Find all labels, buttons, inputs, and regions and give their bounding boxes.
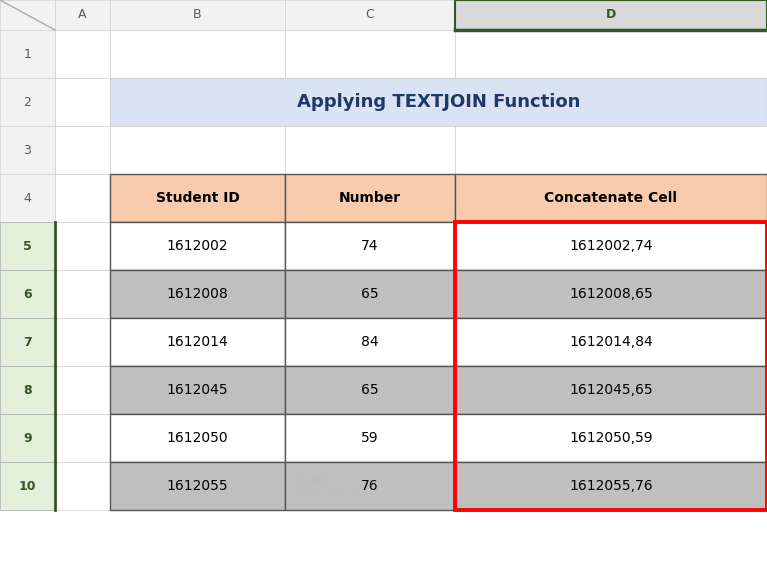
Bar <box>55 174 110 222</box>
Bar <box>55 0 110 30</box>
Bar <box>0 30 55 78</box>
Text: 1612050,59: 1612050,59 <box>569 431 653 445</box>
Bar <box>55 270 110 318</box>
Text: Applying TEXTJOIN Function: Applying TEXTJOIN Function <box>297 93 580 111</box>
Text: 1: 1 <box>24 48 31 61</box>
Bar <box>285 174 455 222</box>
Text: 6: 6 <box>23 288 31 300</box>
Text: Student ID: Student ID <box>156 191 239 205</box>
Text: 1612050: 1612050 <box>166 431 229 445</box>
Text: 4: 4 <box>24 191 31 205</box>
Bar <box>0 318 55 366</box>
Text: 84: 84 <box>361 335 379 349</box>
Bar <box>110 30 285 78</box>
Text: Number: Number <box>339 191 401 205</box>
Text: 9: 9 <box>23 431 31 445</box>
Text: 59: 59 <box>361 431 379 445</box>
Text: 10: 10 <box>18 480 36 493</box>
Bar <box>110 366 285 414</box>
Bar <box>110 414 285 462</box>
Text: 3: 3 <box>24 143 31 156</box>
Bar <box>0 270 55 318</box>
Bar <box>455 366 767 414</box>
Text: 1612008,65: 1612008,65 <box>569 287 653 301</box>
Text: 1612002: 1612002 <box>166 239 229 253</box>
Bar <box>55 222 110 270</box>
Bar <box>110 0 285 30</box>
Text: 65: 65 <box>361 383 379 397</box>
Bar <box>0 414 55 462</box>
Bar <box>455 318 767 366</box>
Bar <box>285 30 455 78</box>
Text: A: A <box>78 9 87 22</box>
Bar <box>55 318 110 366</box>
Bar <box>285 270 455 318</box>
Bar <box>110 78 767 126</box>
Bar <box>110 462 285 510</box>
Bar <box>0 366 55 414</box>
Bar <box>285 0 455 30</box>
Bar <box>0 174 55 222</box>
Text: D: D <box>606 9 616 22</box>
Bar <box>55 414 110 462</box>
Text: C: C <box>366 9 374 22</box>
Bar <box>455 270 767 318</box>
Bar <box>455 222 767 270</box>
Bar <box>55 126 110 174</box>
Bar <box>285 126 455 174</box>
Bar <box>110 222 285 270</box>
Bar <box>285 462 455 510</box>
Text: 1612002,74: 1612002,74 <box>569 239 653 253</box>
Bar <box>455 30 767 78</box>
Bar <box>110 174 285 222</box>
Bar <box>455 126 767 174</box>
Text: 1612014,84: 1612014,84 <box>569 335 653 349</box>
Bar <box>0 126 55 174</box>
Text: 1612045,65: 1612045,65 <box>569 383 653 397</box>
Text: 1612055,76: 1612055,76 <box>569 479 653 493</box>
Bar <box>285 366 455 414</box>
Bar <box>285 222 455 270</box>
Text: 5: 5 <box>23 240 32 253</box>
Text: 1612014: 1612014 <box>166 335 229 349</box>
Text: 8: 8 <box>23 383 31 397</box>
Bar <box>110 270 285 318</box>
Bar <box>455 414 767 462</box>
Bar <box>455 462 767 510</box>
Text: 1612055: 1612055 <box>166 479 229 493</box>
Text: B: B <box>193 9 202 22</box>
Bar <box>55 78 110 126</box>
Bar <box>285 318 455 366</box>
Bar <box>0 0 55 30</box>
Bar <box>455 174 767 222</box>
Bar <box>55 462 110 510</box>
Text: Concatenate Cell: Concatenate Cell <box>545 191 677 205</box>
Bar <box>0 462 55 510</box>
Text: 2: 2 <box>24 96 31 108</box>
Text: 7: 7 <box>23 336 32 348</box>
Bar <box>285 414 455 462</box>
Text: 65: 65 <box>361 287 379 301</box>
Text: 1612008: 1612008 <box>166 287 229 301</box>
Bar <box>455 0 767 30</box>
Text: 1612045: 1612045 <box>166 383 229 397</box>
Text: 74: 74 <box>361 239 379 253</box>
Bar <box>0 222 55 270</box>
Bar <box>55 30 110 78</box>
Bar <box>110 126 285 174</box>
Text: 76: 76 <box>361 479 379 493</box>
Bar <box>455 222 767 510</box>
Bar <box>0 78 55 126</box>
Bar <box>55 366 110 414</box>
Text: excelemy
EXCEL · DATA · BI: excelemy EXCEL · DATA · BI <box>295 476 360 496</box>
Bar <box>110 318 285 366</box>
